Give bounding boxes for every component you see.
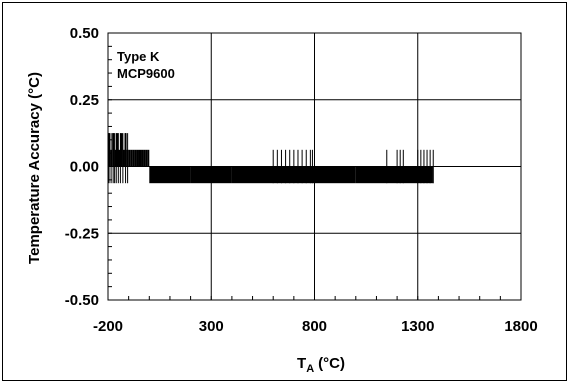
y-tick-label-0: 0.50 — [70, 25, 99, 42]
x-axis-title-main: T — [297, 355, 306, 372]
data-point-0-21 — [190, 166, 232, 184]
x-tick-label-4: 1800 — [504, 318, 537, 335]
annotation-line-1: Type K — [117, 49, 160, 64]
data-series — [108, 133, 434, 184]
annotation-line-2: MCP9600 — [117, 66, 175, 81]
y-tick-label-2: 0.00 — [70, 159, 99, 176]
data-point-0-10 — [128, 149, 131, 167]
data-point-0-3 — [114, 149, 117, 167]
data-point-0-14 — [136, 149, 139, 167]
data-point-0-17 — [143, 149, 146, 167]
data-point-0-22 — [231, 166, 274, 184]
data-point-0-19 — [147, 149, 150, 167]
plot-area-border — [107, 32, 522, 301]
data-point-0-4 — [116, 133, 119, 167]
data-point-0-6 — [120, 133, 123, 167]
data-point-0-15 — [138, 149, 142, 167]
x-axis-title: TA (°C) — [297, 355, 345, 375]
x-axis-title-unit: (°C) — [318, 355, 345, 372]
y-tick-label-4: -0.50 — [65, 292, 99, 309]
data-point-0-7 — [122, 149, 125, 167]
x-axis-title-subscript: A — [306, 363, 314, 375]
chart-frame — [2, 2, 567, 381]
data-point-0-5 — [118, 149, 121, 167]
data-point-0-18 — [145, 149, 148, 167]
data-point-0-20 — [149, 166, 191, 184]
x-tick-label-0: -200 — [93, 318, 123, 335]
x-tick-labels: -200 300 800 1300 1800 — [93, 318, 538, 335]
x-tick-label-3: 1300 — [401, 318, 434, 335]
data-point-0-12 — [132, 149, 135, 167]
data-point-0-11 — [130, 149, 133, 167]
x-tick-label-2: 800 — [302, 318, 327, 335]
y-tick-label-1: 0.25 — [70, 92, 99, 109]
y-tick-labels: 0.50 0.25 0.00 -0.25 -0.50 — [65, 25, 99, 309]
data-point-0-24 — [314, 166, 356, 184]
y-tick-label-3: -0.25 — [65, 225, 99, 242]
data-point-0-16 — [141, 149, 144, 167]
data-point-0-25 — [355, 166, 398, 184]
x-tick-label-1: 300 — [199, 318, 224, 335]
data-point-0-13 — [134, 149, 137, 167]
y-axis-title: Temperature Accuracy (°C) — [26, 72, 43, 264]
